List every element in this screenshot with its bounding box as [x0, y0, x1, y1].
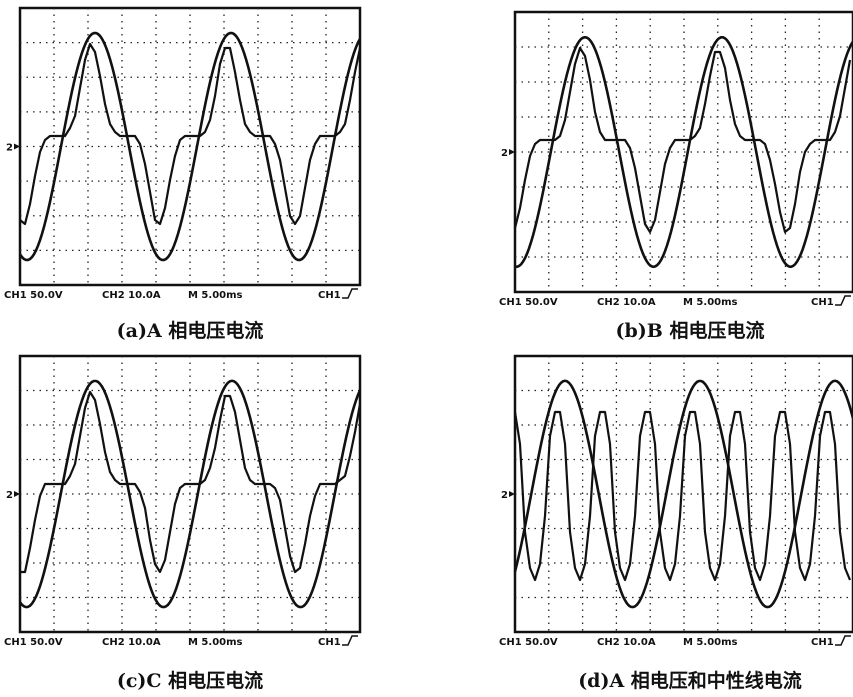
- trigger: CH1: [318, 637, 341, 648]
- channel-marker: 2: [6, 490, 13, 501]
- timebase: M 5.00ms: [683, 297, 738, 308]
- channel-marker: 2: [6, 143, 13, 154]
- channel-marker: 2: [501, 148, 508, 159]
- timebase: M 5.00ms: [683, 637, 738, 648]
- caption: (b)B 相电压电流: [616, 319, 765, 342]
- timebase: M 5.00ms: [188, 290, 243, 301]
- channel2-setting: CH2 10.0A: [102, 637, 161, 648]
- channel2-setting: CH2 10.0A: [597, 637, 656, 648]
- channel2-setting: CH2 10.0A: [102, 290, 161, 301]
- scope-panel: 2 CH1 50.0V CH2 10.0A M 5.00ms CH1 (d)A 相电压和中…: [499, 356, 853, 692]
- trigger: CH1: [811, 637, 834, 648]
- scope-panel: 2 CH1 50.0V CH2 10.0A M 5.00ms CH1 (a)A 相电压电流: [4, 8, 360, 342]
- trigger-slope: [835, 296, 851, 305]
- channel1-setting: CH1 50.0V: [4, 637, 63, 648]
- trigger-slope: [342, 289, 358, 298]
- trigger: CH1: [811, 297, 834, 308]
- trigger-slope: [342, 636, 358, 645]
- timebase: M 5.00ms: [188, 637, 243, 648]
- caption: (d)A 相电压和中性线电流: [578, 669, 802, 692]
- figure: 2 CH1 50.0V CH2 10.0A M 5.00ms CH1 (a)A 相电压电流…: [0, 0, 853, 697]
- caption: (c)C 相电压电流: [117, 669, 263, 692]
- caption: (a)A 相电压电流: [117, 319, 264, 342]
- channel1-setting: CH1 50.0V: [499, 637, 558, 648]
- channel1-setting: CH1 50.0V: [4, 290, 63, 301]
- channel2-setting: CH2 10.0A: [597, 297, 656, 308]
- scope-panel: 2 CH1 50.0V CH2 10.0A M 5.00ms CH1 (b)B 相电压电流: [499, 12, 853, 342]
- trigger-slope: [835, 636, 851, 645]
- scope-panel: 2 CH1 50.0V CH2 10.0A M 5.00ms CH1 (c)C 相电压电流: [4, 356, 360, 692]
- channel-marker: 2: [501, 490, 508, 501]
- channel1-setting: CH1 50.0V: [499, 297, 558, 308]
- trigger: CH1: [318, 290, 341, 301]
